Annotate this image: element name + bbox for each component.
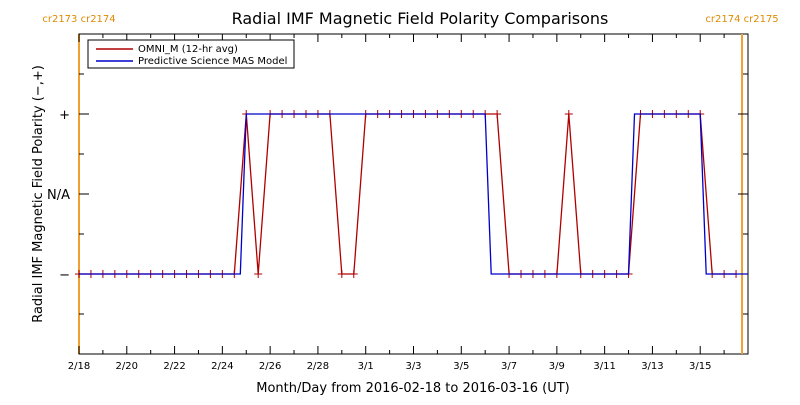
y-tick-label: + — [59, 108, 70, 123]
data-point — [493, 110, 502, 118]
x-tick-label: 3/7 — [501, 361, 517, 372]
series-line-0 — [79, 113, 737, 275]
legend: OMNI_M (12-hr avg) Predictive Science MA… — [87, 39, 295, 69]
data-point — [349, 270, 358, 278]
legend-box — [87, 39, 295, 69]
data-point — [254, 270, 263, 278]
plot-frame — [78, 33, 749, 355]
x-tick-label: 2/22 — [163, 361, 185, 372]
chart-title: Radial IMF Magnetic Field Polarity Compa… — [232, 9, 609, 28]
x-tick-label: 2/18 — [68, 361, 90, 372]
x-tick-label: 3/3 — [405, 361, 421, 372]
y-axis-label: Radial IMF Magnetic Field Polarity (−,+) — [31, 65, 46, 323]
x-tick-label: 3/11 — [593, 361, 615, 372]
y-tick-label: N/A — [47, 188, 70, 203]
legend-label-omni: OMNI_M (12-hr avg) — [138, 44, 238, 55]
x-tick-label: 2/20 — [116, 361, 138, 372]
x-tick-label: 2/26 — [259, 361, 281, 372]
series-line-1 — [79, 113, 748, 275]
x-tick-label: 3/5 — [453, 361, 469, 372]
x-tick-label: 3/15 — [689, 361, 711, 372]
x-axis-label: Month/Day from 2016-02-18 to 2016-03-16 … — [256, 381, 569, 396]
x-tick-label: 2/24 — [211, 361, 233, 372]
legend-label-mas: Predictive Science MAS Model — [138, 56, 287, 67]
y-tick-label: − — [59, 268, 70, 283]
x-tick-label: 3/9 — [549, 361, 565, 372]
data-point — [337, 270, 346, 278]
x-tick-label: 3/13 — [641, 361, 663, 372]
carrington-label-0: cr2173 cr2174 — [42, 14, 115, 25]
x-tick-label: 2/28 — [307, 361, 329, 372]
carrington-label-1: cr2174 cr2175 — [705, 14, 778, 25]
x-tick-label: 3/1 — [358, 361, 374, 372]
data-point — [564, 110, 573, 118]
chart-marks: cr2173 cr2174 cr2174 cr2175 2/18 2/20 2/22 2/… — [42, 14, 778, 372]
